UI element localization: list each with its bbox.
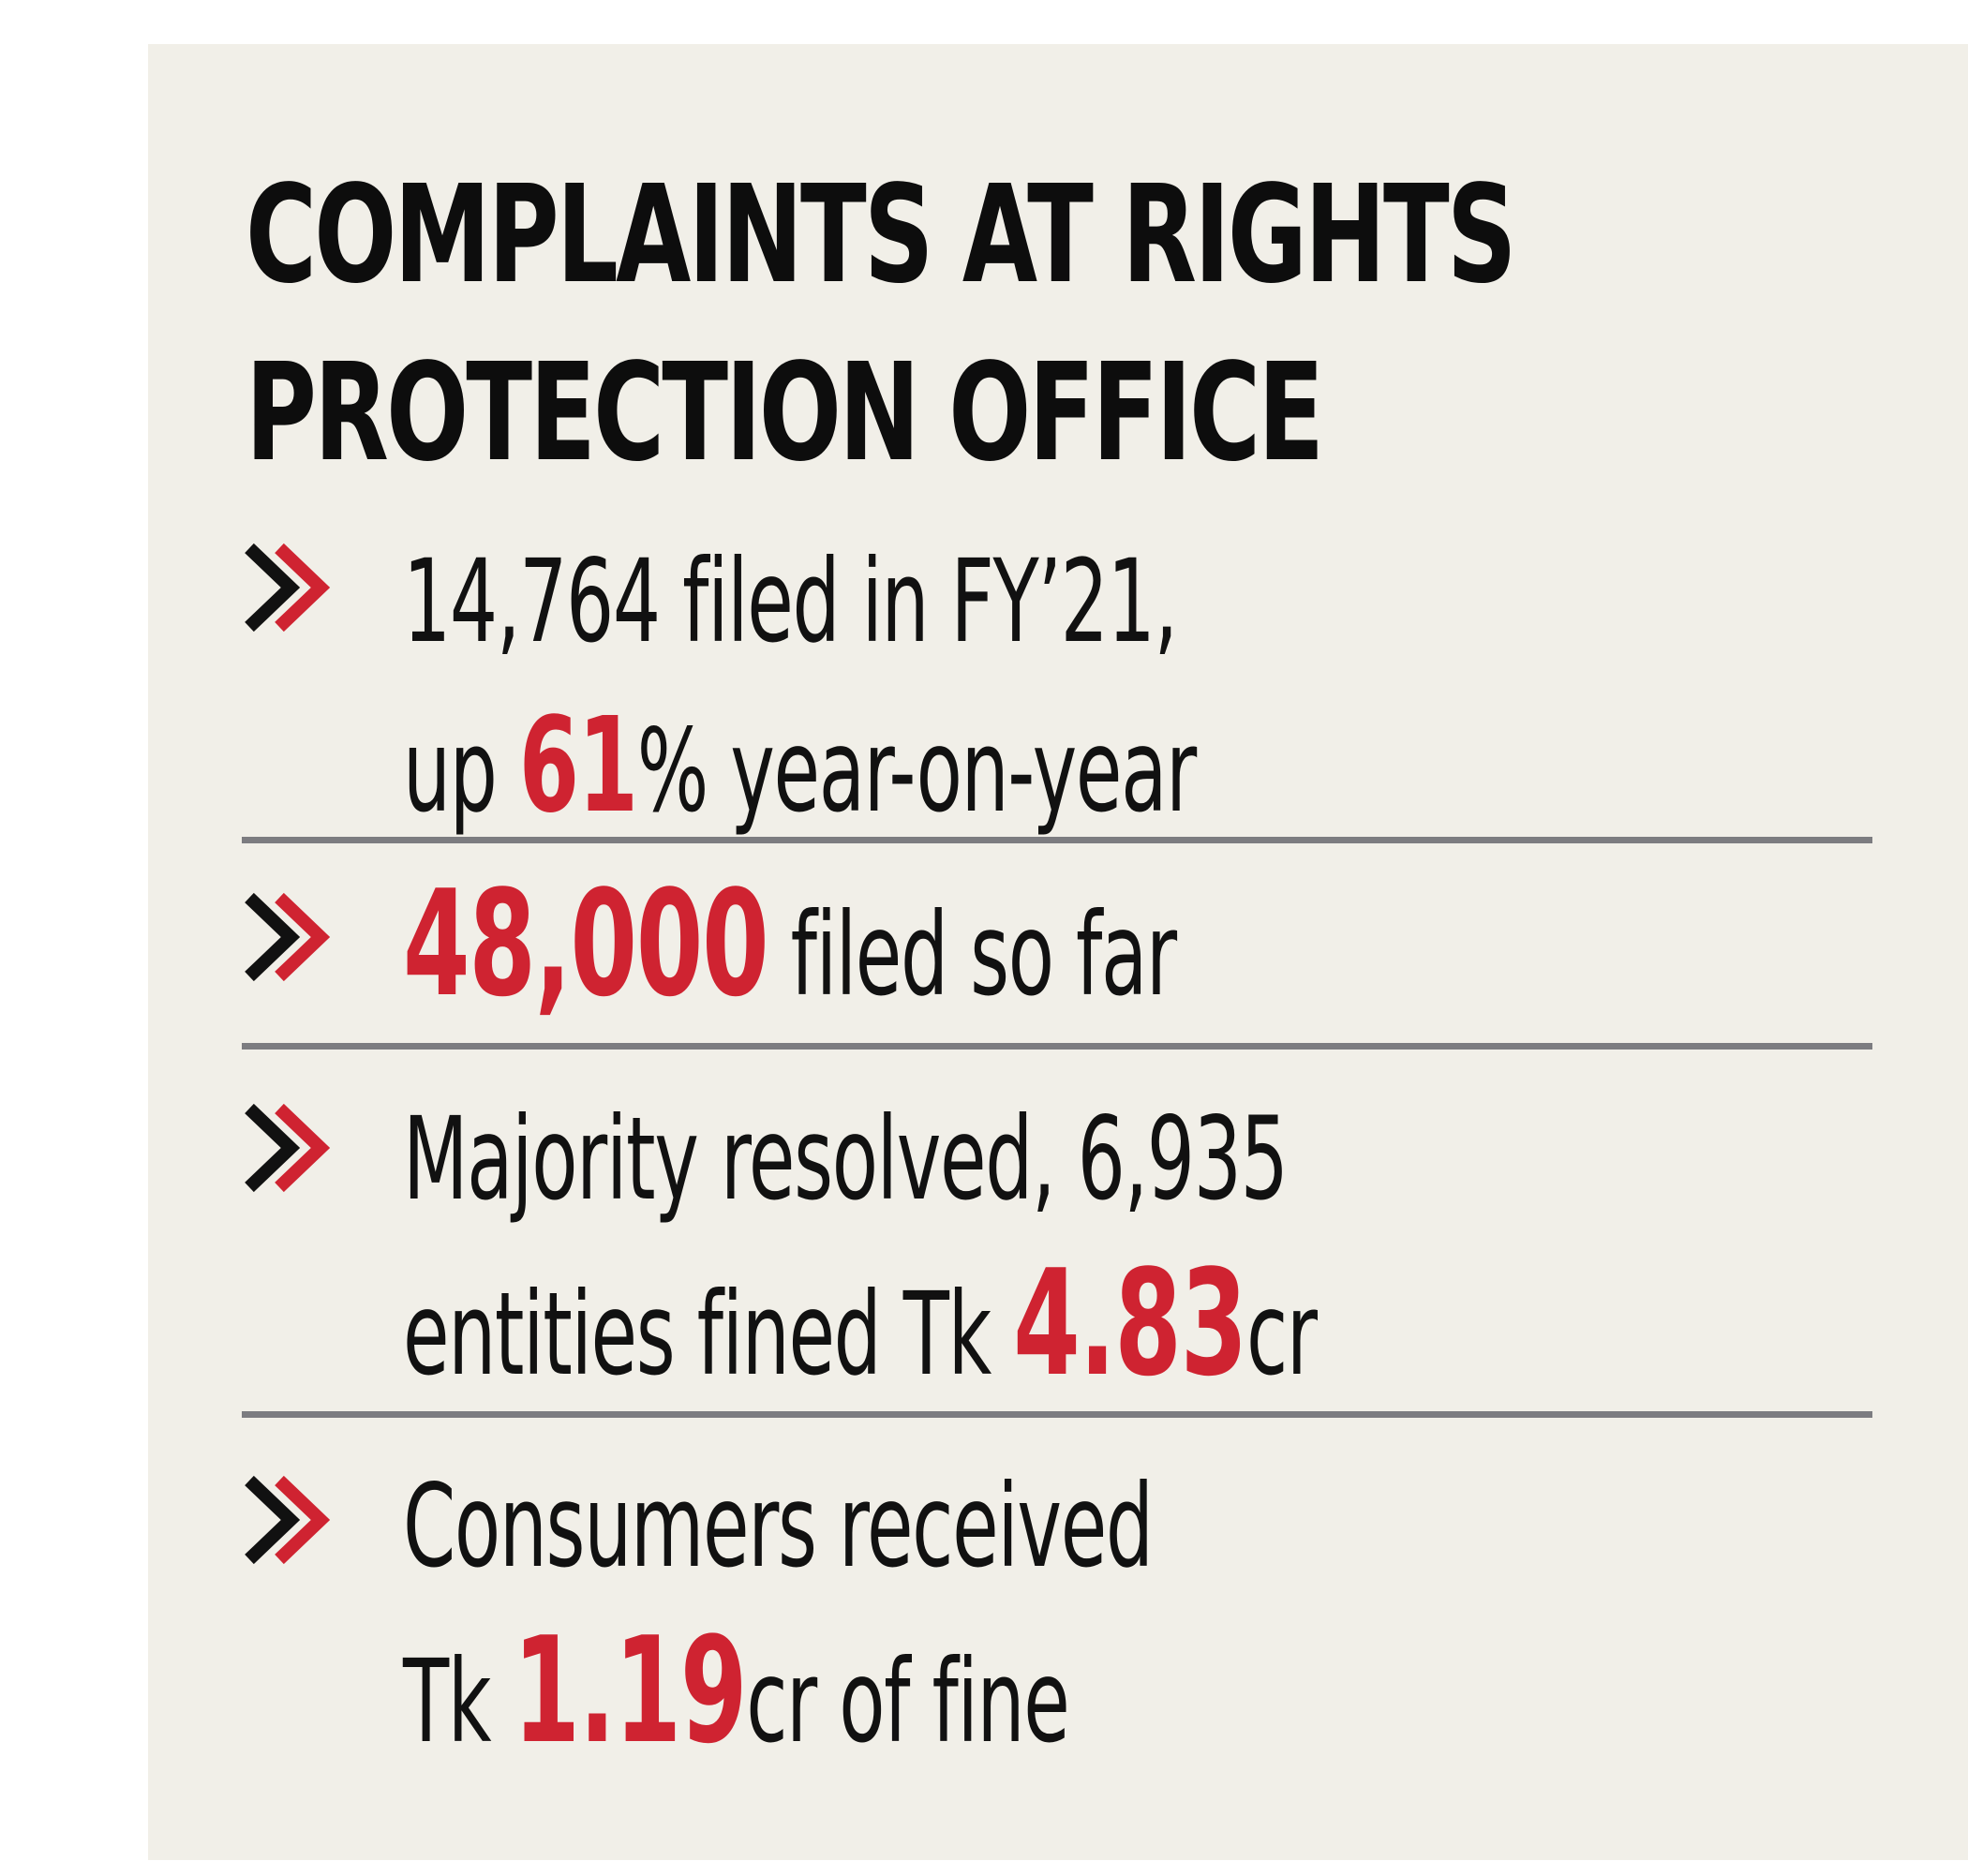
fact-line-2: Tk 1.19cr of fine bbox=[403, 1609, 1153, 1784]
fact-line-1: Majority resolved, 6,935 bbox=[403, 1093, 1289, 1226]
fact-text-post: filed so far bbox=[768, 888, 1177, 1021]
title-line-1: COMPLAINTS AT RIGHTS bbox=[246, 156, 1517, 313]
fact-line-2: up 61% year-on-year bbox=[403, 684, 1198, 854]
fact-text: 14,764 filed in FY’21, up 61% year-on-ye… bbox=[403, 520, 1198, 854]
fact-text-pre: entities fined Tk bbox=[403, 1268, 1014, 1401]
fact-highlight-fine: 4.83 bbox=[1013, 1238, 1247, 1408]
fact-line-1: Consumers received bbox=[403, 1460, 1154, 1593]
fact-highlight-total: 48,000 bbox=[403, 858, 769, 1029]
double-chevron-right-icon bbox=[245, 1103, 331, 1193]
double-chevron-right-icon bbox=[245, 892, 331, 982]
fact-text: Majority resolved, 6,935 entities fined … bbox=[403, 1078, 1318, 1417]
fact-highlight-percent: 61 bbox=[518, 690, 638, 842]
fact-text: Consumers received Tk 1.19cr of fine bbox=[403, 1445, 1154, 1784]
double-chevron-right-icon bbox=[245, 1475, 331, 1565]
fact-highlight-received: 1.19 bbox=[513, 1605, 747, 1776]
fact-text-pre: Tk bbox=[403, 1635, 514, 1768]
section-divider bbox=[242, 1043, 1872, 1050]
fact-line-1: 48,000 filed so far bbox=[403, 862, 1177, 1037]
fact-line-1: 14,764 filed in FY’21, bbox=[403, 535, 1178, 668]
infographic-title: COMPLAINTS AT RIGHTS PROTECTION OFFICE bbox=[246, 145, 1517, 501]
fact-text-post: cr bbox=[1245, 1268, 1318, 1401]
fact-text-post: cr of fine bbox=[746, 1635, 1070, 1768]
double-chevron-right-icon bbox=[245, 543, 331, 633]
section-divider bbox=[242, 837, 1872, 843]
fact-text: 48,000 filed so far bbox=[403, 862, 1177, 1037]
infographic-card bbox=[148, 44, 1968, 1860]
title-line-2: PROTECTION OFFICE bbox=[246, 334, 1324, 491]
fact-line-2: entities fined Tk 4.83cr bbox=[403, 1242, 1318, 1417]
fact-text-post: % year-on-year bbox=[636, 705, 1198, 838]
section-divider bbox=[242, 1411, 1872, 1418]
fact-text-pre: up bbox=[403, 705, 519, 838]
